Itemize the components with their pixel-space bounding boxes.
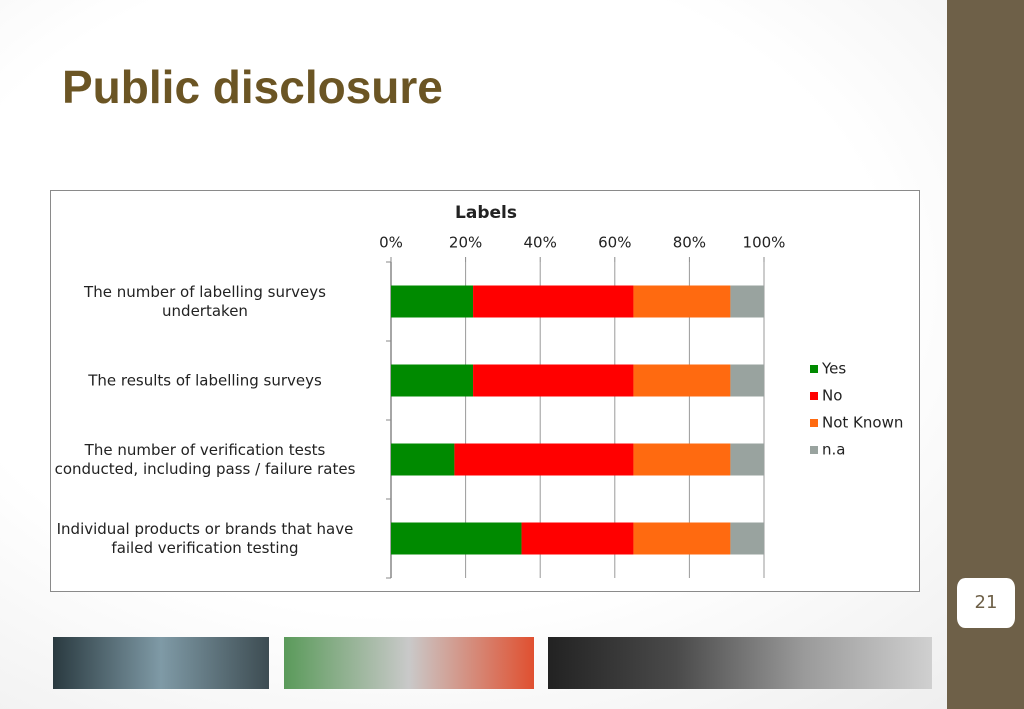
photo xyxy=(284,637,534,689)
bar-segment xyxy=(473,364,634,397)
legend-label: Yes xyxy=(821,360,846,378)
legend-swatch xyxy=(810,419,818,427)
legend-swatch xyxy=(810,392,818,400)
legend-swatch xyxy=(810,446,818,454)
chart-title: Labels xyxy=(455,203,517,223)
category-label: The results of labelling surveys xyxy=(88,371,322,389)
bar-segment xyxy=(633,364,731,397)
x-tick-label: 100% xyxy=(743,234,786,252)
page-number: 21 xyxy=(974,592,998,613)
x-tick-label: 20% xyxy=(449,234,482,252)
legend-label: No xyxy=(822,387,842,405)
bar-segment xyxy=(633,443,731,476)
bar-segment xyxy=(730,364,764,397)
category-label: Individual products or brands that have … xyxy=(56,519,354,557)
x-tick-label: 0% xyxy=(379,234,403,252)
category-label: The number of labelling surveys undertak… xyxy=(84,282,326,320)
legend-label: n.a xyxy=(822,441,845,459)
bar-segment xyxy=(391,522,522,555)
category-label: The number of verification tests conduct… xyxy=(54,440,356,478)
bar-segment xyxy=(730,285,764,318)
x-tick-label: 60% xyxy=(598,234,631,252)
bar-segment xyxy=(633,285,731,318)
bar-segment xyxy=(730,443,764,476)
bar-segment xyxy=(391,443,455,476)
bar-segment xyxy=(391,285,474,318)
x-tick-label: 80% xyxy=(673,234,706,252)
bar-segment xyxy=(633,522,731,555)
page-number-box xyxy=(955,578,1017,628)
x-tick-label: 40% xyxy=(524,234,557,252)
bar-segment xyxy=(521,522,634,555)
legend-swatch xyxy=(810,365,818,373)
slide-title: Public disclosure xyxy=(62,61,443,113)
photo xyxy=(548,637,932,689)
bar-segment xyxy=(454,443,634,476)
bar-segment xyxy=(391,364,474,397)
bar-segment xyxy=(730,522,764,555)
photo xyxy=(53,637,269,689)
bar-segment xyxy=(473,285,634,318)
legend-label: Not Known xyxy=(822,414,903,432)
